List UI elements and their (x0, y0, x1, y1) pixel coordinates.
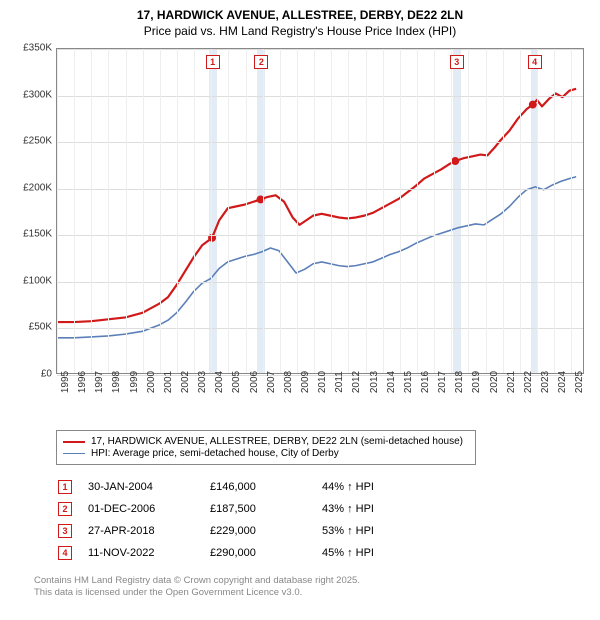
sale-date: 27-APR-2018 (88, 521, 208, 541)
line-canvas (57, 49, 583, 373)
x-tick-label: 2025 (574, 371, 585, 393)
x-tick-label: 2002 (180, 371, 191, 393)
x-tick-label: 2000 (146, 371, 157, 393)
y-tick-label: £300K (23, 89, 52, 100)
table-row: 4 11-NOV-2022£290,00045% ↑ HPI (58, 543, 388, 563)
x-tick-label: 2007 (266, 371, 277, 393)
x-tick-label: 2022 (523, 371, 534, 393)
x-tick-label: 1996 (77, 371, 88, 393)
table-row: 1 30-JAN-2004£146,00044% ↑ HPI (58, 477, 388, 497)
x-tick-label: 2016 (420, 371, 431, 393)
sale-date: 30-JAN-2004 (88, 477, 208, 497)
sale-price: £187,500 (210, 499, 320, 519)
x-tick-label: 2004 (214, 371, 225, 393)
sale-delta: 53% ↑ HPI (322, 521, 388, 541)
x-tick-label: 2011 (334, 371, 345, 393)
y-tick-label: £200K (23, 182, 52, 193)
legend-swatch (63, 441, 85, 443)
x-tick-label: 1997 (94, 371, 105, 393)
chart-container: 17, HARDWICK AVENUE, ALLESTREE, DERBY, D… (0, 0, 600, 608)
sale-marker-cell: 3 (58, 524, 72, 538)
x-tick-label: 2013 (369, 371, 380, 393)
x-tick-label: 2006 (249, 371, 260, 393)
x-tick-label: 2003 (197, 371, 208, 393)
sale-marker-box: 1 (206, 55, 220, 69)
chart-area: 1 2 3 4 £0 £50K £100K £150K £200K £250K £300K £350… (12, 44, 588, 424)
y-tick-label: £250K (23, 136, 52, 147)
sale-date: 01-DEC-2006 (88, 499, 208, 519)
sale-date: 11-NOV-2022 (88, 543, 208, 563)
legend: 17, HARDWICK AVENUE, ALLESTREE, DERBY, D… (56, 430, 476, 465)
table-row: 3 27-APR-2018£229,00053% ↑ HPI (58, 521, 388, 541)
sale-price: £229,000 (210, 521, 320, 541)
x-tick-label: 2009 (300, 371, 311, 393)
x-tick-label: 2020 (489, 371, 500, 393)
x-tick-label: 1998 (111, 371, 122, 393)
y-tick-label: £100K (23, 275, 52, 286)
x-tick-label: 2023 (540, 371, 551, 393)
x-tick-label: 2024 (557, 371, 568, 393)
sale-delta: 43% ↑ HPI (322, 499, 388, 519)
x-tick-label: 2001 (163, 371, 174, 393)
title-line1: 17, HARDWICK AVENUE, ALLESTREE, DERBY, D… (12, 8, 588, 22)
x-tick-label: 1995 (60, 371, 71, 393)
sale-delta: 44% ↑ HPI (322, 477, 388, 497)
sale-marker-cell: 2 (58, 502, 72, 516)
sale-marker-box: 2 (254, 55, 268, 69)
plot-region: 1 2 3 4 (56, 48, 584, 374)
legend-row: HPI: Average price, semi-detached house,… (63, 448, 469, 459)
legend-label: 17, HARDWICK AVENUE, ALLESTREE, DERBY, D… (91, 436, 463, 447)
x-tick-label: 1999 (129, 371, 140, 393)
x-tick-label: 2012 (351, 371, 362, 393)
sale-point (529, 101, 537, 109)
y-tick-label: £150K (23, 229, 52, 240)
sale-marker-box: 3 (450, 55, 464, 69)
title-line2: Price paid vs. HM Land Registry's House … (12, 24, 588, 38)
sale-point (451, 157, 459, 165)
legend-row: 17, HARDWICK AVENUE, ALLESTREE, DERBY, D… (63, 436, 469, 447)
footer: Contains HM Land Registry data © Crown c… (34, 575, 588, 600)
sale-marker-cell: 4 (58, 546, 72, 560)
sale-price: £146,000 (210, 477, 320, 497)
sale-delta: 45% ↑ HPI (322, 543, 388, 563)
x-tick-label: 2005 (231, 371, 242, 393)
footer-line1: Contains HM Land Registry data © Crown c… (34, 575, 588, 587)
legend-swatch (63, 453, 85, 454)
x-tick-label: 2017 (437, 371, 448, 393)
x-tick-label: 2021 (506, 371, 517, 393)
x-tick-label: 2015 (403, 371, 414, 393)
table-row: 2 01-DEC-2006£187,50043% ↑ HPI (58, 499, 388, 519)
x-tick-label: 2018 (454, 371, 465, 393)
y-tick-label: £350K (23, 43, 52, 54)
sales-table: 1 30-JAN-2004£146,00044% ↑ HPI 2 01-DEC-200… (56, 475, 390, 565)
legend-label: HPI: Average price, semi-detached house,… (91, 448, 339, 459)
series-property (57, 89, 576, 322)
footer-line2: This data is licensed under the Open Gov… (34, 587, 588, 599)
x-tick-label: 2014 (386, 371, 397, 393)
sale-marker-box: 4 (528, 55, 542, 69)
x-tick-label: 2008 (283, 371, 294, 393)
x-tick-label: 2019 (471, 371, 482, 393)
series-hpi (57, 177, 576, 338)
x-tick-label: 2010 (317, 371, 328, 393)
sale-price: £290,000 (210, 543, 320, 563)
y-tick-label: £50K (29, 322, 52, 333)
y-tick-label: £0 (41, 369, 52, 380)
sale-marker-cell: 1 (58, 480, 72, 494)
